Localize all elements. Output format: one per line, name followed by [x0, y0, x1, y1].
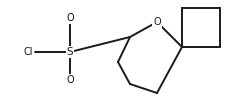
Text: S: S — [67, 47, 73, 57]
Text: O: O — [153, 17, 161, 27]
Text: O: O — [66, 13, 74, 23]
Text: O: O — [66, 75, 74, 85]
Text: Cl: Cl — [23, 47, 33, 57]
